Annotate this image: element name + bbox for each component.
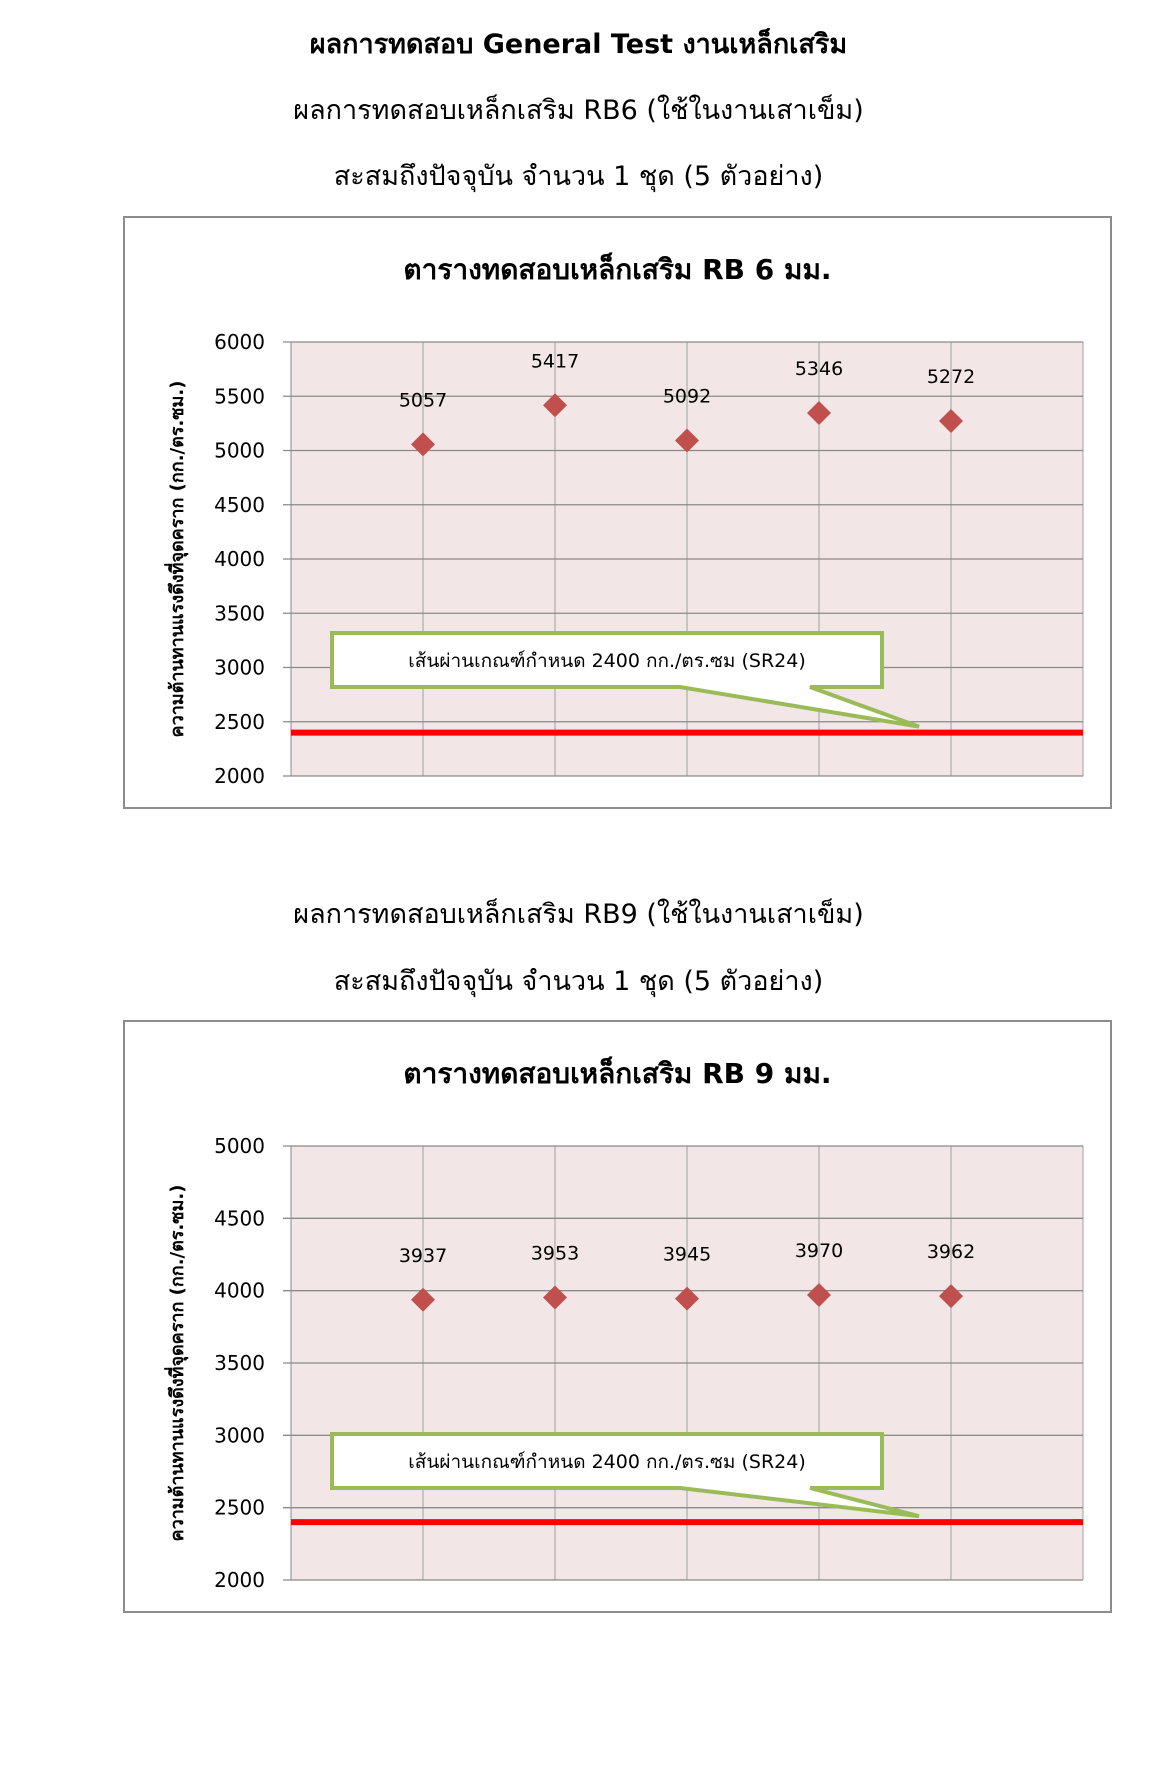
y-tick-label: 5500 bbox=[214, 384, 265, 408]
data-label: 3970 bbox=[795, 1240, 843, 1262]
data-point-marker bbox=[939, 1284, 963, 1309]
data-label: 5417 bbox=[531, 350, 579, 372]
data-label: 3953 bbox=[531, 1242, 579, 1264]
data-label: 5057 bbox=[399, 389, 447, 411]
y-tick-label: 2500 bbox=[214, 710, 265, 734]
y-axis-label: ความต้านทานแรงดึงที่จุดคราก (กก./ตร.ซม.) bbox=[164, 1185, 189, 1542]
chart-plot-rb9: 2000 2500 3000 3500 4000 4500 5000 เส้นผ่านเกณฑ… bbox=[164, 1134, 1084, 1592]
data-point-marker bbox=[411, 1287, 435, 1312]
data-label: 3945 bbox=[663, 1244, 711, 1266]
annotation-text: เส้นผ่านเกณฑ์กำหนด 2400 กก./ตร.ซม (SR24) bbox=[408, 1451, 805, 1473]
data-point-marker bbox=[807, 400, 831, 425]
data-label: 5092 bbox=[663, 386, 711, 408]
annotation-callout bbox=[330, 1432, 920, 1519]
data-point-marker bbox=[675, 428, 699, 453]
chart-rb6: ตารางทดสอบเหล็กเสริม RB 6 มม. 2000 2500 30… bbox=[123, 216, 1112, 809]
section-summary-rb9: สะสมถึงปัจจุบัน จำนวน 1 ชุด (5 ตัวอย่าง) bbox=[333, 966, 824, 997]
section-summary-rb6: สะสมถึงปัจจุบัน จำนวน 1 ชุด (5 ตัวอย่าง) bbox=[333, 161, 824, 192]
y-tick-label: 4500 bbox=[214, 1206, 265, 1230]
section-subtitle-rb9: ผลการทดสอบเหล็กเสริม RB9 (ใช้ในงานเสาเข็… bbox=[293, 899, 864, 930]
y-tick-label: 3000 bbox=[214, 656, 265, 680]
chart-title: ตารางทดสอบเหล็กเสริม RB 9 มม. bbox=[403, 1057, 832, 1090]
chart-rb9: ตารางทดสอบเหล็กเสริม RB 9 มม. 2000 2500 30… bbox=[123, 1020, 1112, 1613]
data-point-marker bbox=[939, 408, 963, 433]
data-point-marker bbox=[675, 1286, 699, 1311]
y-tick-label: 3000 bbox=[214, 1423, 265, 1447]
section-subtitle-rb6: ผลการทดสอบเหล็กเสริม RB6 (ใช้ในงานเสาเข็… bbox=[293, 95, 864, 126]
y-tick-label: 2500 bbox=[214, 1496, 265, 1520]
y-tick-label: 6000 bbox=[214, 330, 265, 354]
y-tick-label: 4000 bbox=[214, 547, 265, 571]
y-tick-label: 5000 bbox=[214, 439, 265, 463]
y-tick-label: 4000 bbox=[214, 1279, 265, 1303]
y-tick-label: 5000 bbox=[214, 1134, 265, 1158]
y-axis-label: ความต้านทานแรงดึงที่จุดคราก (กก./ตร.ซม.) bbox=[164, 381, 189, 738]
data-point-marker bbox=[807, 1283, 831, 1308]
y-tick-label: 3500 bbox=[214, 601, 265, 625]
data-label: 5346 bbox=[795, 358, 843, 380]
chart-title: ตารางทดสอบเหล็กเสริม RB 6 มม. bbox=[403, 253, 832, 286]
y-tick-label: 2000 bbox=[214, 764, 265, 788]
annotation-callout bbox=[330, 631, 920, 729]
page-title: ผลการทดสอบ General Test งานเหล็กเสริม bbox=[309, 29, 848, 60]
data-label: 3937 bbox=[399, 1245, 447, 1267]
data-label: 3962 bbox=[927, 1241, 975, 1263]
chart-plot-rb6: 2000 2500 3000 3500 4000 4500 5000 5500 6000 เส้น… bbox=[164, 330, 1084, 788]
data-point-marker bbox=[543, 393, 567, 418]
y-tick-label: 4500 bbox=[214, 493, 265, 517]
data-point-marker bbox=[411, 432, 435, 457]
data-point-marker bbox=[543, 1285, 567, 1310]
y-tick-label: 2000 bbox=[214, 1568, 265, 1592]
y-tick-label: 3500 bbox=[214, 1351, 265, 1375]
data-label: 5272 bbox=[927, 366, 975, 388]
annotation-text: เส้นผ่านเกณฑ์กำหนด 2400 กก./ตร.ซม (SR24) bbox=[408, 650, 805, 672]
